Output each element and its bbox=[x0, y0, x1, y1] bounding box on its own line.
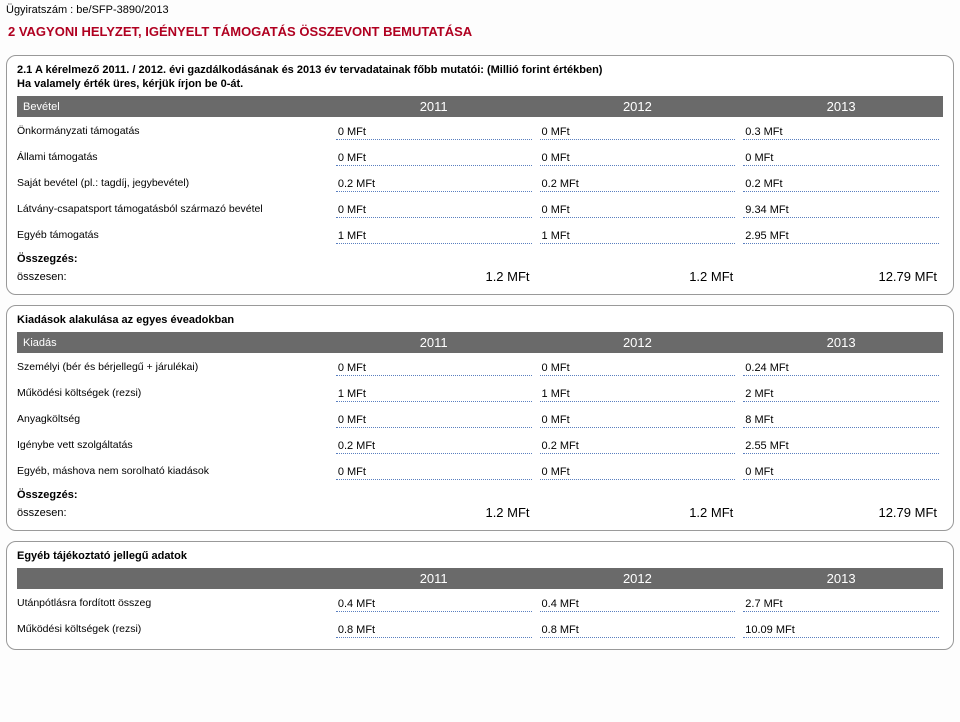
value-cell: 2 MFt bbox=[743, 387, 939, 402]
value-cell: 0.2 MFt bbox=[540, 177, 736, 192]
row-label: Anyagköltség bbox=[17, 405, 332, 431]
total-value: 12.79 MFt bbox=[739, 267, 943, 290]
value-cell: 0 MFt bbox=[540, 151, 736, 166]
other-table: 2011 2012 2013 Utánpótlásra fordított ös… bbox=[17, 568, 943, 641]
value-cell: 0 MFt bbox=[540, 413, 736, 428]
section-revenue-title: 2.1 A kérelmező 2011. / 2012. évi gazdál… bbox=[17, 64, 943, 76]
value-cell: 0 MFt bbox=[336, 361, 532, 376]
value-cell: 2.95 MFt bbox=[743, 229, 939, 244]
section-other-title: Egyéb tájékoztató jellegű adatok bbox=[17, 550, 943, 562]
row-label: Látvány-csapatsport támogatásból származ… bbox=[17, 195, 332, 221]
value-cell: 10.09 MFt bbox=[743, 623, 939, 638]
value-cell: 1 MFt bbox=[336, 229, 532, 244]
revenue-total-table: összesen: 1.2 MFt 1.2 MFt 12.79 MFt bbox=[17, 267, 943, 290]
row-label: Működési költségek (rezsi) bbox=[17, 615, 332, 641]
value-cell: 0 MFt bbox=[336, 465, 532, 480]
page-heading: 2 VAGYONI HELYZET, IGÉNYELT TÁMOGATÁS ÖS… bbox=[0, 18, 960, 49]
value-cell: 0 MFt bbox=[336, 151, 532, 166]
value-cell: 0 MFt bbox=[743, 465, 939, 480]
total-value: 1.2 MFt bbox=[332, 267, 536, 290]
total-value: 1.2 MFt bbox=[536, 503, 740, 526]
value-cell: 0 MFt bbox=[336, 125, 532, 140]
total-value: 12.79 MFt bbox=[739, 503, 943, 526]
value-cell: 0.3 MFt bbox=[743, 125, 939, 140]
section-expenses: Kiadások alakulása az egyes éveadokban K… bbox=[6, 305, 954, 531]
sum-heading: Összegzés: bbox=[17, 247, 943, 267]
value-cell: 0 MFt bbox=[540, 203, 736, 218]
year-col-2012: 2012 bbox=[536, 96, 740, 117]
row-label: Önkormányzati támogatás bbox=[17, 117, 332, 143]
total-value: 1.2 MFt bbox=[536, 267, 740, 290]
row-label: Saját bevétel (pl.: tagdíj, jegybevétel) bbox=[17, 169, 332, 195]
value-cell: 2.7 MFt bbox=[743, 597, 939, 612]
value-cell: 0 MFt bbox=[336, 203, 532, 218]
case-number: Ügyiratszám : be/SFP-3890/2013 bbox=[0, 0, 960, 18]
value-cell: 1 MFt bbox=[336, 387, 532, 402]
value-cell: 0.2 MFt bbox=[336, 439, 532, 454]
value-cell: 0.4 MFt bbox=[540, 597, 736, 612]
total-value: 1.2 MFt bbox=[332, 503, 536, 526]
value-cell: 0 MFt bbox=[540, 465, 736, 480]
section-other-info: Egyéb tájékoztató jellegű adatok 2011 20… bbox=[6, 541, 954, 650]
value-cell: 2.55 MFt bbox=[743, 439, 939, 454]
sum-heading: Összegzés: bbox=[17, 483, 943, 503]
row-label: Egyéb, máshova nem sorolható kiadások bbox=[17, 457, 332, 483]
value-cell: 0 MFt bbox=[540, 361, 736, 376]
value-cell: 0.2 MFt bbox=[743, 177, 939, 192]
row-label: Személyi (bér és bérjellegű + járulékai) bbox=[17, 353, 332, 379]
value-cell: 0.2 MFt bbox=[540, 439, 736, 454]
year-col-2013: 2013 bbox=[739, 332, 943, 353]
row-label: Igénybe vett szolgáltatás bbox=[17, 431, 332, 457]
value-cell: 9.34 MFt bbox=[743, 203, 939, 218]
section-expenses-title: Kiadások alakulása az egyes éveadokban bbox=[17, 314, 943, 326]
value-cell: 1 MFt bbox=[540, 387, 736, 402]
value-cell: 0.8 MFt bbox=[336, 623, 532, 638]
year-col-2011: 2011 bbox=[332, 96, 536, 117]
value-cell: 0.4 MFt bbox=[336, 597, 532, 612]
value-cell: 0 MFt bbox=[336, 413, 532, 428]
value-cell: 8 MFt bbox=[743, 413, 939, 428]
total-label: összesen: bbox=[17, 267, 332, 290]
section-revenue: 2.1 A kérelmező 2011. / 2012. évi gazdál… bbox=[6, 55, 954, 295]
expenses-total-table: összesen: 1.2 MFt 1.2 MFt 12.79 MFt bbox=[17, 503, 943, 526]
row-label: Egyéb támogatás bbox=[17, 221, 332, 247]
value-cell: 0.8 MFt bbox=[540, 623, 736, 638]
value-cell: 0.24 MFt bbox=[743, 361, 939, 376]
section-revenue-subtitle: Ha valamely érték üres, kérjük írjon be … bbox=[17, 78, 943, 90]
year-col-2012: 2012 bbox=[536, 568, 740, 589]
year-col-2011: 2011 bbox=[332, 332, 536, 353]
total-label: összesen: bbox=[17, 503, 332, 526]
year-col-2012: 2012 bbox=[536, 332, 740, 353]
row-label: Állami támogatás bbox=[17, 143, 332, 169]
expenses-header-label: Kiadás bbox=[23, 333, 57, 351]
value-cell: 0 MFt bbox=[743, 151, 939, 166]
value-cell: 0.2 MFt bbox=[336, 177, 532, 192]
year-col-2013: 2013 bbox=[739, 96, 943, 117]
revenue-header-label: Bevétel bbox=[23, 97, 60, 115]
expenses-table: Kiadás 2011 2012 2013 Személyi (bér és b… bbox=[17, 332, 943, 483]
revenue-table: Bevétel 2011 2012 2013 Önkormányzati tám… bbox=[17, 96, 943, 247]
row-label: Utánpótlásra fordított összeg bbox=[17, 589, 332, 615]
year-col-2013: 2013 bbox=[739, 568, 943, 589]
row-label: Működési költségek (rezsi) bbox=[17, 379, 332, 405]
value-cell: 1 MFt bbox=[540, 229, 736, 244]
year-col-2011: 2011 bbox=[332, 568, 536, 589]
value-cell: 0 MFt bbox=[540, 125, 736, 140]
